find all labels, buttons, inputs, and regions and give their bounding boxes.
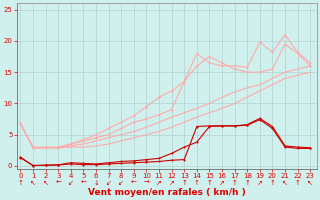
X-axis label: Vent moyen/en rafales ( km/h ): Vent moyen/en rafales ( km/h )	[88, 188, 245, 197]
